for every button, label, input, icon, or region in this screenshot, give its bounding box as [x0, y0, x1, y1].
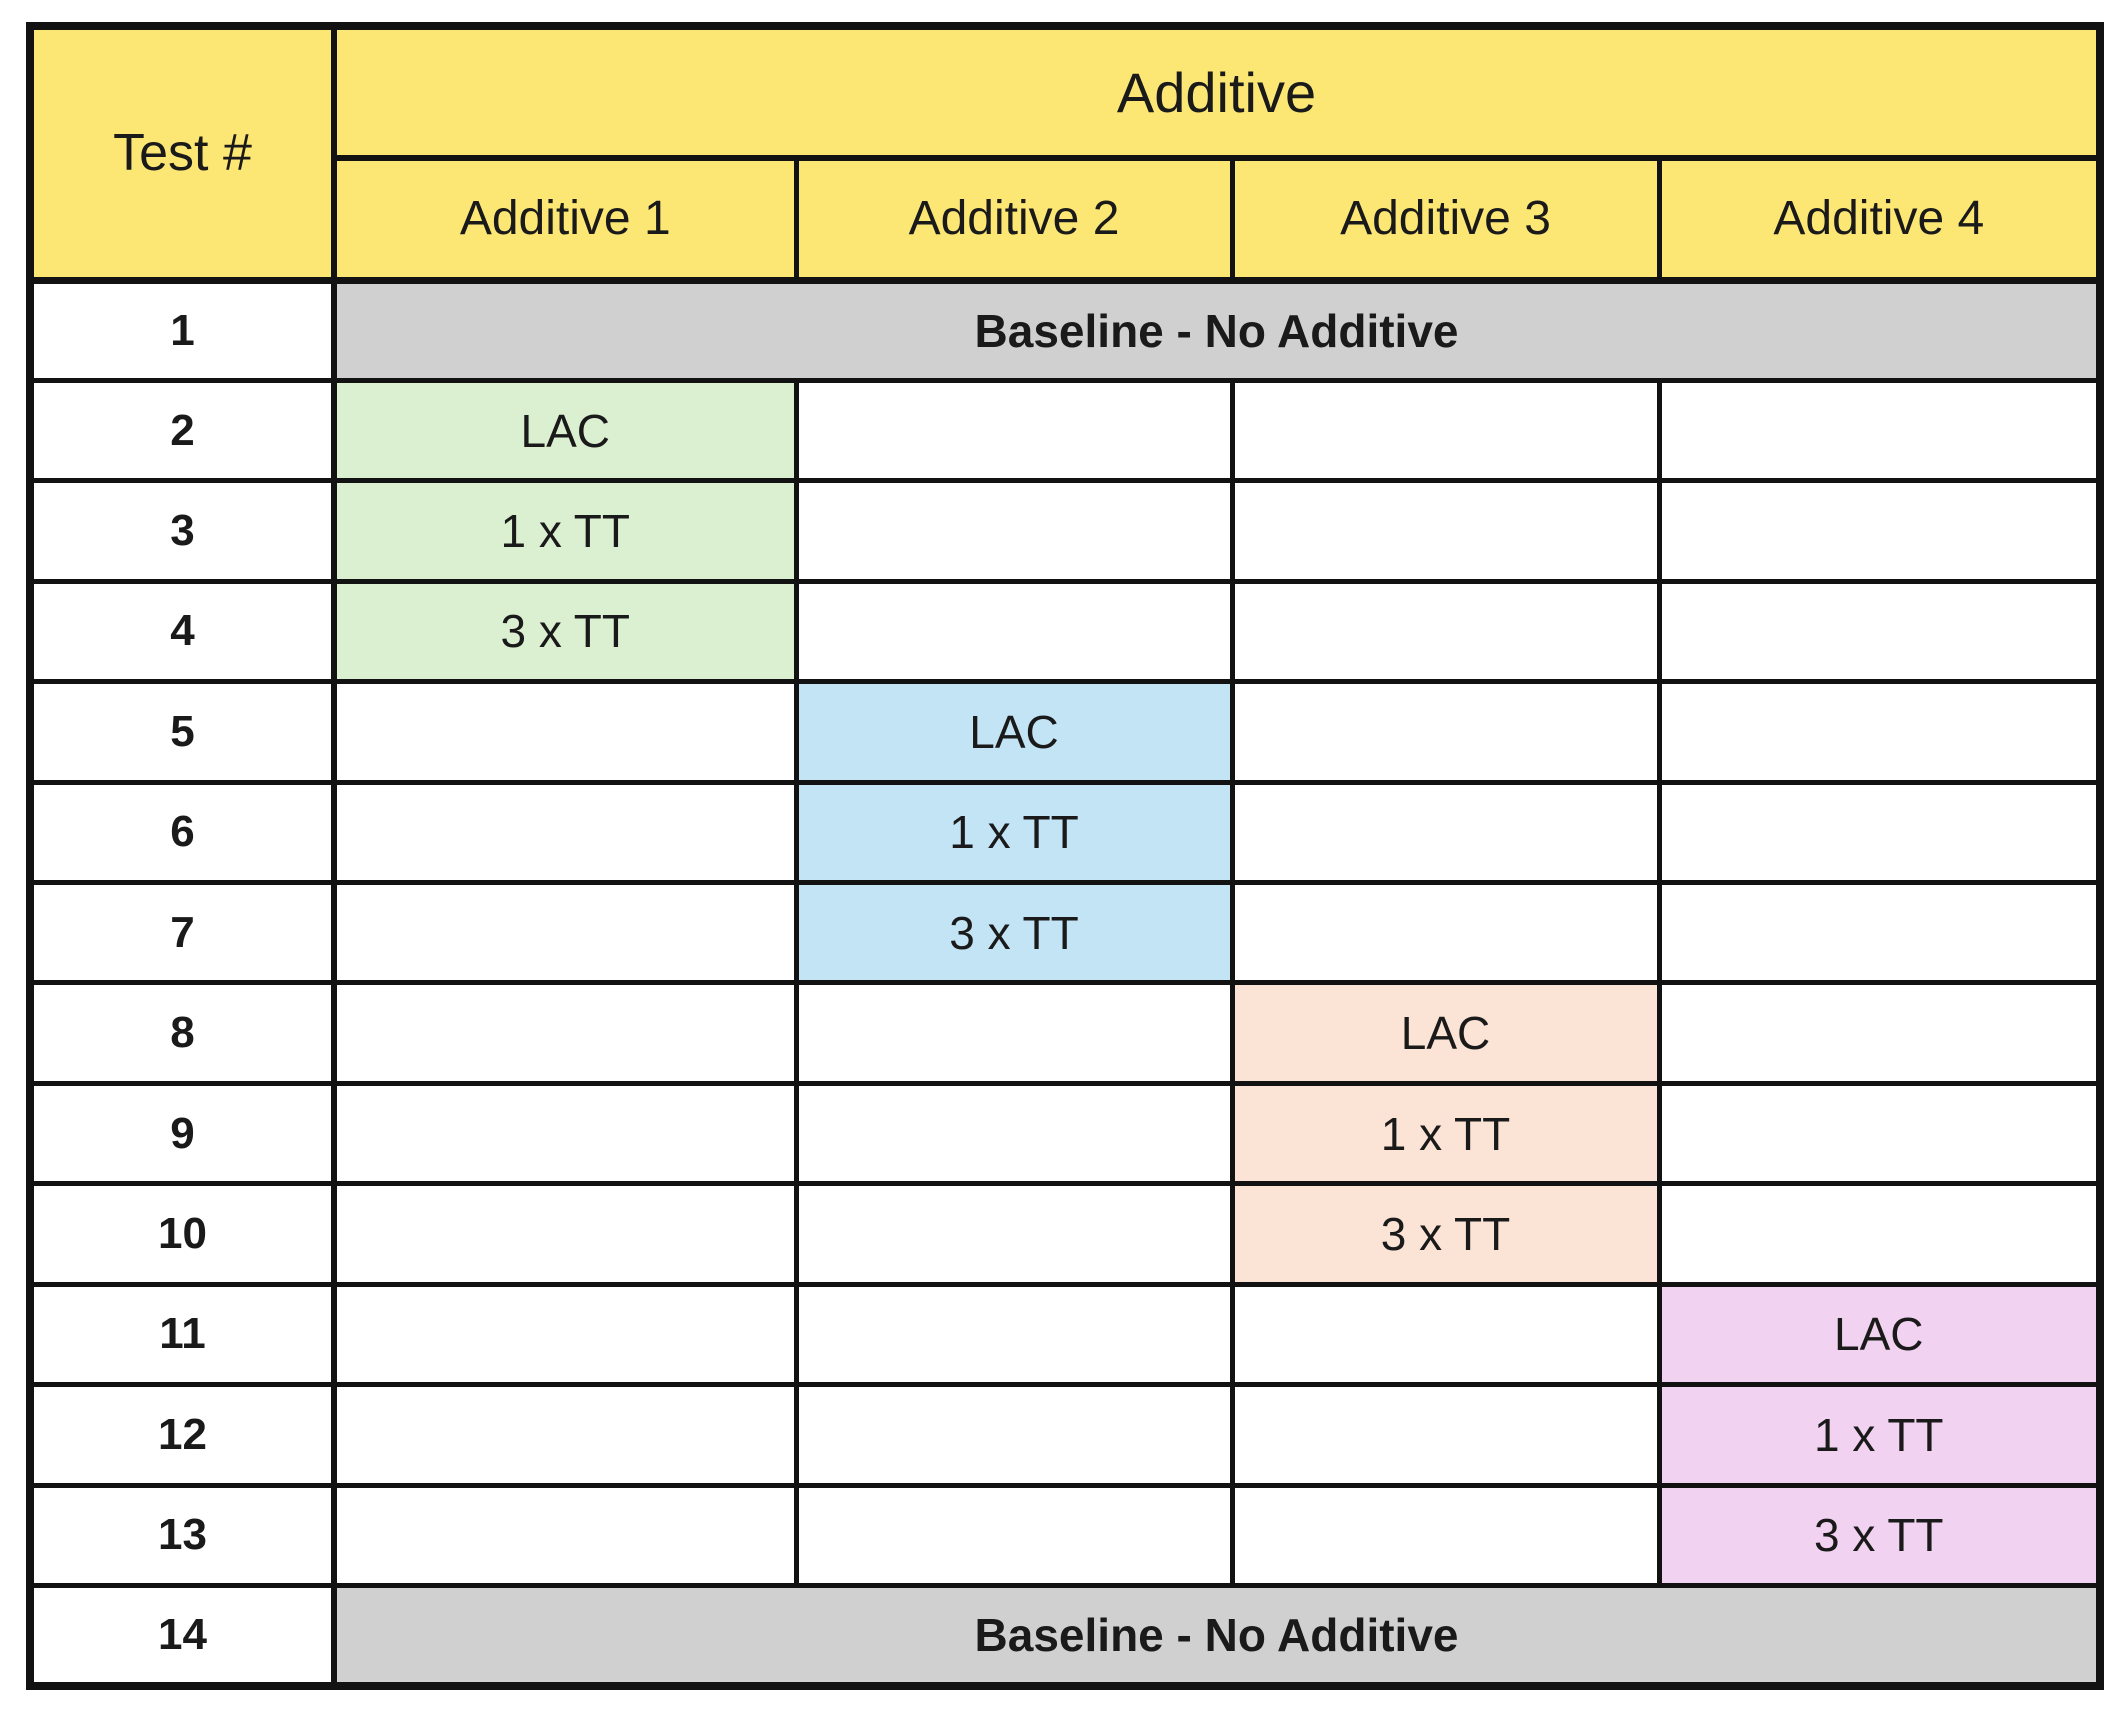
- empty-cell: [331, 1281, 799, 1388]
- test-number-cell: 1: [27, 277, 337, 383]
- test-number-cell: 12: [27, 1382, 337, 1488]
- table-row-8: 8 LAC: [27, 980, 2103, 1086]
- empty-cell: [793, 980, 1235, 1086]
- test-number-cell: 11: [27, 1281, 337, 1388]
- additive-3-value-cell: LAC: [1229, 980, 1662, 1086]
- empty-cell: [1656, 1181, 2103, 1287]
- additive-1-header: Additive 1: [331, 155, 799, 284]
- test-number-header: Test #: [27, 23, 337, 284]
- empty-cell: [1656, 779, 2103, 886]
- table-row-9: 9 1 x TT: [27, 1080, 2103, 1187]
- empty-cell: [793, 1181, 1235, 1287]
- empty-cell: [1656, 880, 2103, 986]
- test-number-cell: 13: [27, 1482, 337, 1588]
- test-number-cell: 7: [27, 880, 337, 986]
- additive-1-value-cell: 3 x TT: [331, 578, 799, 685]
- table-row-7: 7 3 x TT: [27, 880, 2103, 986]
- table-row-3: 3 1 x TT: [27, 478, 2103, 584]
- table-row-5: 5 LAC: [27, 679, 2103, 785]
- additive-4-value-cell: LAC: [1656, 1281, 2103, 1388]
- table-row-14: 14 Baseline - No Additive: [27, 1582, 2103, 1689]
- empty-cell: [793, 1080, 1235, 1187]
- table-row-10: 10 3 x TT: [27, 1181, 2103, 1287]
- header-group-row: Test # Additive: [27, 23, 2103, 284]
- additive-1-value-cell: LAC: [331, 377, 799, 484]
- table-row-1: 1 Baseline - No Additive: [27, 277, 2103, 383]
- test-number-cell: 2: [27, 377, 337, 484]
- additive-2-value-cell: 1 x TT: [793, 779, 1235, 886]
- empty-cell: [793, 1281, 1235, 1388]
- empty-cell: [331, 679, 799, 785]
- empty-cell: [793, 1382, 1235, 1488]
- table-row-12: 12 1 x TT: [27, 1382, 2103, 1488]
- additive-3-value-cell: 3 x TT: [1229, 1181, 1662, 1287]
- empty-cell: [331, 1482, 799, 1588]
- test-number-cell: 9: [27, 1080, 337, 1187]
- empty-cell: [793, 377, 1235, 484]
- empty-cell: [1229, 779, 1662, 886]
- empty-cell: [1229, 880, 1662, 986]
- additive-3-value-cell: 1 x TT: [1229, 1080, 1662, 1187]
- test-number-cell: 4: [27, 578, 337, 685]
- header-sub-row: Additive 1 Additive 2 Additive 3 Additiv…: [30, 155, 2103, 284]
- empty-cell: [1656, 478, 2103, 584]
- empty-cell: [331, 779, 799, 886]
- additive-2-value-cell: LAC: [793, 679, 1235, 785]
- empty-cell: [1656, 980, 2103, 1086]
- baseline-cell: Baseline - No Additive: [331, 1582, 2103, 1689]
- empty-cell: [1229, 478, 1662, 584]
- empty-cell: [1229, 578, 1662, 685]
- baseline-cell: Baseline - No Additive: [331, 277, 2103, 383]
- empty-cell: [1229, 679, 1662, 785]
- test-number-cell: 14: [27, 1582, 337, 1689]
- table-row-11: 11 LAC: [27, 1281, 2103, 1388]
- table-row-4: 4 3 x TT: [27, 578, 2103, 685]
- empty-cell: [793, 578, 1235, 685]
- empty-cell: [331, 1382, 799, 1488]
- test-number-cell: 10: [27, 1181, 337, 1287]
- empty-cell: [1229, 1482, 1662, 1588]
- test-number-cell: 6: [27, 779, 337, 886]
- empty-cell: [331, 1080, 799, 1187]
- table-row-13: 13 3 x TT: [27, 1482, 2103, 1588]
- additive-group-header: Additive: [331, 23, 2103, 161]
- test-number-cell: 5: [27, 679, 337, 785]
- additive-2-header: Additive 2: [793, 155, 1235, 284]
- empty-cell: [793, 1482, 1235, 1588]
- empty-cell: [1656, 1080, 2103, 1187]
- empty-cell: [1656, 377, 2103, 484]
- empty-cell: [1229, 1382, 1662, 1488]
- empty-cell: [1656, 679, 2103, 785]
- table-row-6: 6 1 x TT: [27, 779, 2103, 886]
- empty-cell: [331, 980, 799, 1086]
- test-matrix-table: Test # Additive Additive 1 Additive 2 Ad…: [26, 22, 2105, 1690]
- empty-cell: [1229, 377, 1662, 484]
- empty-cell: [793, 478, 1235, 584]
- empty-cell: [1656, 578, 2103, 685]
- additive-3-header: Additive 3: [1229, 155, 1662, 284]
- additive-2-value-cell: 3 x TT: [793, 880, 1235, 986]
- table-row-2: 2 LAC: [27, 377, 2103, 484]
- empty-cell: [1229, 1281, 1662, 1388]
- test-number-cell: 3: [27, 478, 337, 584]
- additive-4-value-cell: 3 x TT: [1656, 1482, 2103, 1588]
- empty-cell: [331, 880, 799, 986]
- additive-1-value-cell: 1 x TT: [331, 478, 799, 584]
- test-number-cell: 8: [27, 980, 337, 1086]
- additive-4-header: Additive 4: [1656, 155, 2103, 284]
- empty-cell: [331, 1181, 799, 1287]
- additive-4-value-cell: 1 x TT: [1656, 1382, 2103, 1488]
